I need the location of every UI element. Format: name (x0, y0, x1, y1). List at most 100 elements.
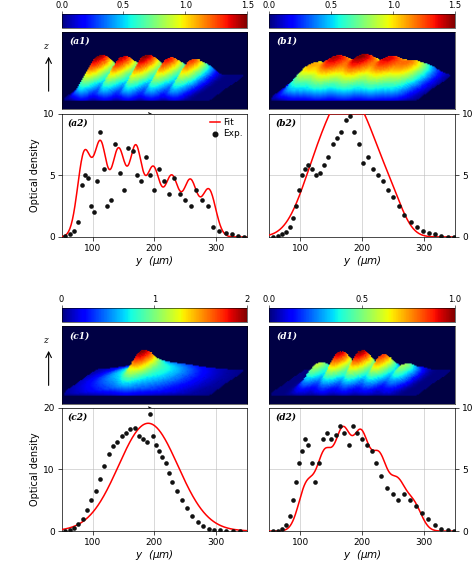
Point (278, 524, 286, 533)
Point (78, 180, 86, 189)
Point (337, 128, 345, 137)
Point (292, 202, 300, 211)
Point (308, 459, 315, 468)
Point (90, 208, 98, 217)
Point (299, 446, 306, 455)
Point (216, 526, 224, 535)
Point (320, 161, 328, 170)
Point (194, 518, 201, 527)
Point (192, 185, 200, 194)
Point (187, 202, 195, 211)
Point (222, 527, 230, 536)
Point (88, 496, 95, 505)
Point (269, 527, 276, 536)
Point (328, 434, 335, 443)
Point (364, 152, 372, 161)
Point (155, 165, 163, 174)
Point (358, 434, 365, 443)
Point (83, 505, 91, 514)
Point (379, 177, 386, 186)
Point (61, 527, 69, 536)
Text: (b1): (b1) (277, 37, 298, 46)
Point (444, 525, 451, 534)
Point (61, 231, 69, 240)
Point (363, 441, 370, 450)
Point (137, 177, 145, 186)
Point (236, 527, 244, 536)
Point (289, 214, 297, 223)
Point (96, 474, 104, 483)
Point (178, 496, 185, 505)
Point (100, 462, 108, 471)
Point (305, 161, 312, 170)
Text: $\rightarrow y$: $\rightarrow y$ (162, 119, 180, 130)
Point (169, 477, 176, 486)
X-axis label: y  ($\mu$m): y ($\mu$m) (135, 254, 174, 268)
Point (401, 210, 408, 219)
Point (354, 428, 361, 437)
Point (135, 431, 143, 440)
Text: $\rightarrow y$: $\rightarrow y$ (162, 413, 180, 424)
Point (283, 520, 290, 529)
Point (104, 202, 111, 211)
Point (374, 171, 382, 180)
Point (182, 196, 189, 205)
Point (438, 231, 445, 240)
Point (295, 185, 303, 194)
Text: (a2): (a2) (67, 119, 88, 128)
Point (329, 140, 337, 149)
Point (450, 527, 457, 536)
Point (425, 229, 433, 238)
Text: z: z (43, 336, 48, 345)
Point (131, 423, 138, 432)
Point (74, 217, 82, 226)
Point (92, 487, 100, 496)
Point (125, 144, 132, 153)
X-axis label: y  ($\mu$m): y ($\mu$m) (135, 549, 174, 562)
Point (118, 431, 126, 440)
Point (146, 171, 154, 180)
Point (66, 525, 73, 534)
Point (100, 165, 108, 174)
Point (431, 520, 439, 529)
Point (143, 437, 151, 446)
Legend: Fit, Exp.: Fit, Exp. (210, 118, 243, 138)
Point (413, 223, 420, 232)
Text: z: z (43, 42, 48, 51)
Point (319, 434, 327, 443)
Point (286, 512, 294, 521)
Point (129, 146, 137, 155)
Text: (a1): (a1) (69, 37, 90, 46)
Point (229, 527, 237, 536)
Point (346, 112, 354, 121)
Point (359, 158, 367, 167)
Point (162, 459, 169, 468)
Point (315, 459, 323, 468)
Point (240, 233, 248, 242)
Point (336, 422, 344, 431)
Point (292, 477, 300, 486)
Point (312, 171, 319, 180)
Point (216, 226, 223, 235)
Point (87, 202, 94, 211)
Point (373, 459, 380, 468)
Point (155, 446, 163, 455)
Point (70, 524, 78, 533)
Point (419, 226, 427, 235)
Point (369, 165, 376, 174)
Point (204, 202, 211, 211)
Point (349, 422, 357, 431)
Point (419, 508, 426, 517)
Point (198, 196, 206, 205)
Point (116, 169, 124, 178)
Point (127, 425, 134, 434)
Y-axis label: Optical density: Optical density (30, 138, 40, 212)
Point (316, 169, 323, 178)
Point (450, 233, 457, 242)
Text: (b2): (b2) (275, 119, 296, 128)
Point (295, 459, 303, 468)
Point (107, 196, 115, 205)
Point (183, 503, 191, 512)
Point (82, 171, 89, 180)
Point (122, 428, 130, 437)
